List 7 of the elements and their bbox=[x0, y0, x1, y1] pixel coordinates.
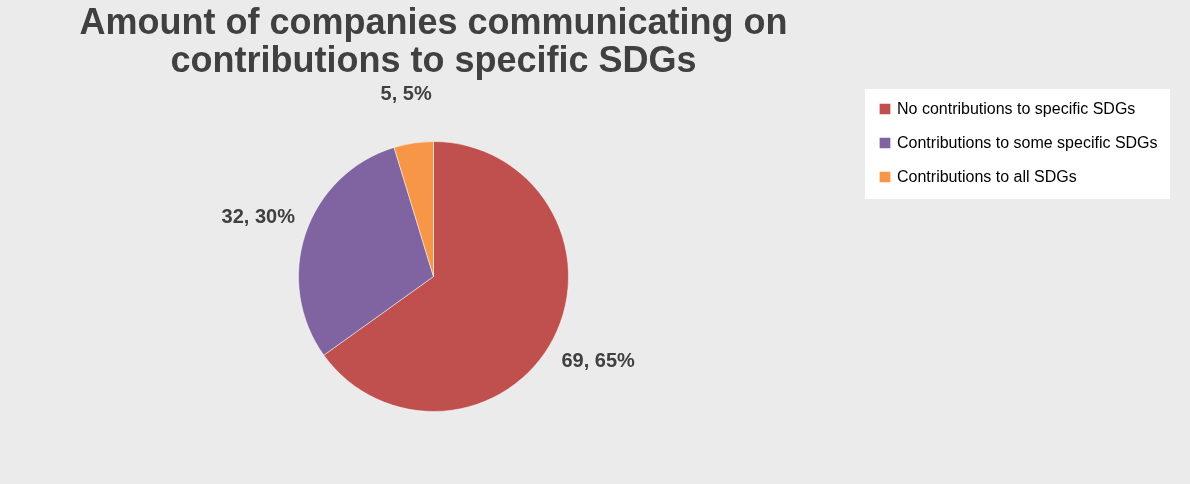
chart-title: Amount of companies communicating on contributions to specific SDGs bbox=[79, 0, 788, 80]
legend-label: Contributions to some specific SDGs bbox=[897, 134, 1158, 151]
data-label: 69, 65% bbox=[561, 348, 635, 371]
legend-label: Contributions to all SDGs bbox=[897, 168, 1077, 185]
legend-label: No contributions to specific SDGs bbox=[897, 100, 1136, 117]
data-label: 32, 30% bbox=[221, 205, 296, 228]
data-label: 5, 5% bbox=[380, 81, 432, 104]
